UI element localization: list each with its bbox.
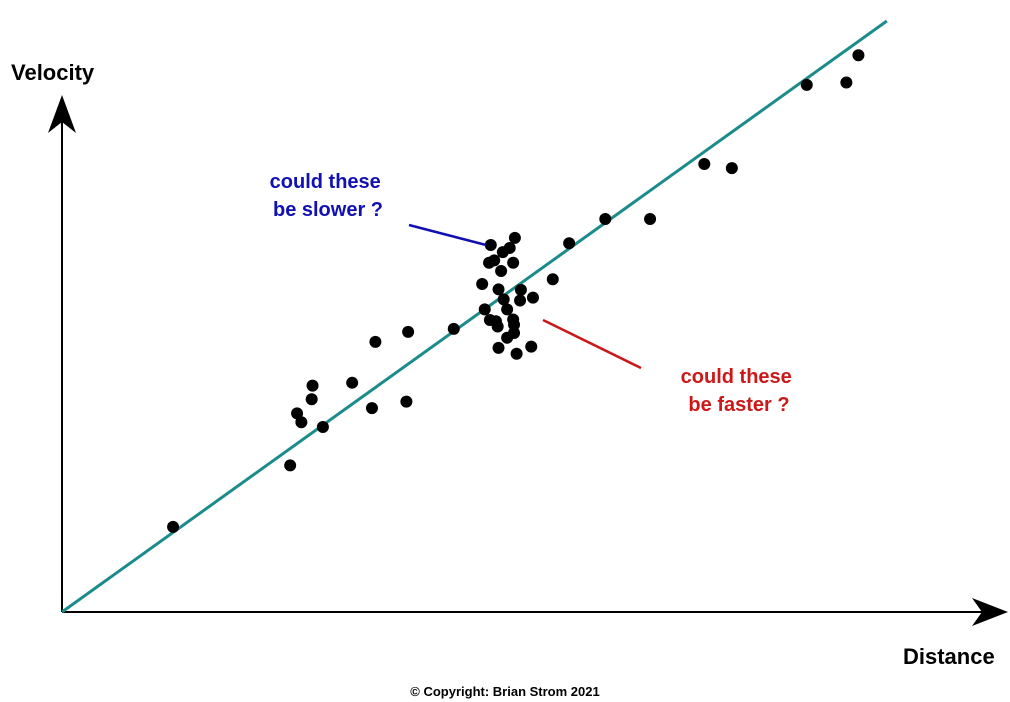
data-point-47 xyxy=(840,76,853,89)
data-point-32 xyxy=(507,256,520,269)
data-point-18 xyxy=(484,238,497,251)
data-point-2 xyxy=(284,459,297,472)
data-point-10 xyxy=(369,335,382,348)
annotation-faster-line-1: could these xyxy=(681,366,792,388)
data-point-15 xyxy=(478,303,491,316)
y-axis-label: Velocity xyxy=(11,60,95,85)
trend-line xyxy=(61,19,888,614)
data-point-48 xyxy=(852,49,865,62)
data-point-41 xyxy=(563,237,576,250)
data-point-31 xyxy=(508,318,521,331)
data-point-14 xyxy=(476,277,489,290)
annotation-slower-line-1: could these xyxy=(270,171,381,193)
annotation-slower: could these be slower ? xyxy=(270,171,487,247)
data-point-28 xyxy=(501,303,514,316)
data-point-23 xyxy=(492,283,505,296)
data-points xyxy=(167,49,865,533)
data-point-40 xyxy=(546,273,559,286)
data-point-1 xyxy=(167,520,180,533)
annotation-slower-pointer xyxy=(408,223,487,247)
data-point-42 xyxy=(599,212,612,225)
data-point-45 xyxy=(725,162,738,175)
data-point-9 xyxy=(365,402,378,415)
data-point-22 xyxy=(492,341,505,354)
annotation-slower-text: could these be slower ? xyxy=(270,171,387,221)
annotation-faster: could these be faster ? xyxy=(542,318,798,416)
data-point-7 xyxy=(316,421,329,434)
annotation-slower-line-2: be slower ? xyxy=(273,199,383,221)
copyright-notice: © Copyright: Brian Strom 2021 xyxy=(410,684,599,699)
annotation-faster-line-2: be faster ? xyxy=(688,394,789,416)
annotation-faster-text: could these be faster ? xyxy=(681,366,798,416)
data-point-37 xyxy=(514,283,527,296)
data-point-39 xyxy=(526,291,539,304)
data-point-13 xyxy=(447,322,460,335)
data-point-44 xyxy=(698,158,711,171)
data-point-8 xyxy=(346,376,359,389)
data-point-12 xyxy=(402,325,415,338)
annotation-faster-pointer xyxy=(542,318,642,370)
data-point-19 xyxy=(488,254,501,267)
data-point-24 xyxy=(495,264,508,277)
data-point-34 xyxy=(508,327,521,340)
data-point-5 xyxy=(305,393,318,406)
data-point-29 xyxy=(503,241,516,254)
data-point-35 xyxy=(510,347,523,360)
data-point-33 xyxy=(508,231,521,244)
y-axis-arrowhead xyxy=(48,95,76,133)
data-point-46 xyxy=(800,78,813,91)
data-point-21 xyxy=(491,320,504,333)
data-point-36 xyxy=(514,294,527,307)
data-point-11 xyxy=(400,395,413,408)
x-axis-arrowhead xyxy=(972,598,1008,626)
x-axis-label: Distance xyxy=(903,644,995,669)
data-point-4 xyxy=(295,416,308,429)
data-point-6 xyxy=(306,379,319,392)
data-point-26 xyxy=(497,293,510,306)
data-point-3 xyxy=(291,407,304,420)
data-point-38 xyxy=(525,340,538,353)
data-point-43 xyxy=(644,212,657,225)
